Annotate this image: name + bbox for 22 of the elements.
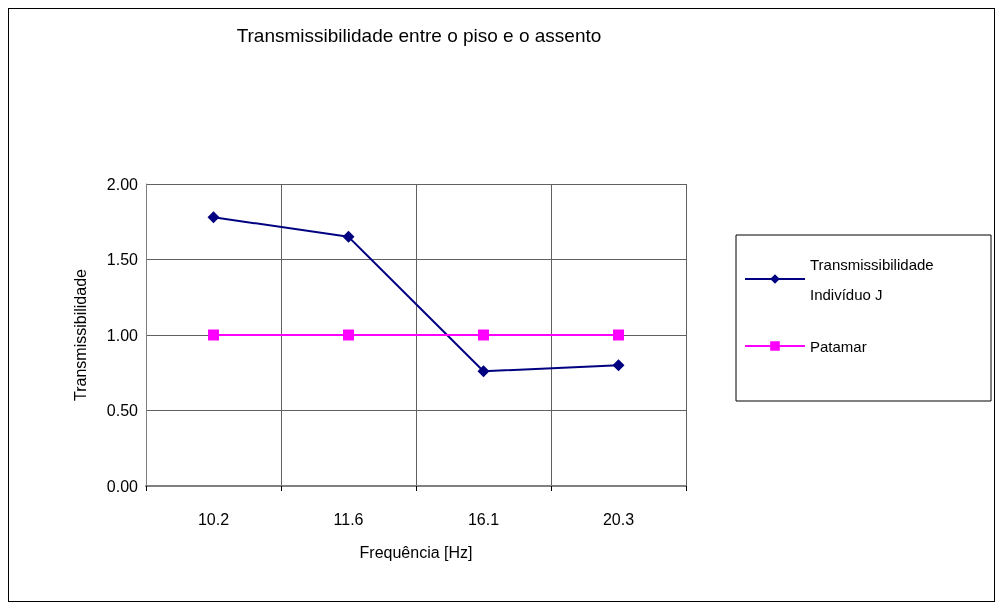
point xyxy=(477,365,490,378)
chart-title: Transmissibilidade entre o piso e o assento xyxy=(236,25,602,46)
point xyxy=(613,329,624,341)
x-axis-title: Frequência [Hz] xyxy=(359,543,473,561)
y-tick-label: 1.50 xyxy=(106,251,139,268)
point xyxy=(343,329,354,341)
legend-label: Patamar xyxy=(810,337,867,355)
x-tick-label: 20.3 xyxy=(602,510,635,528)
x-tick-label: 16.1 xyxy=(467,510,500,528)
point xyxy=(478,329,489,341)
point xyxy=(612,359,625,372)
y-tick-label: 0.50 xyxy=(106,402,139,419)
y-tick-label: 1.00 xyxy=(106,326,139,344)
point xyxy=(207,211,220,224)
y-tick-label: 2.00 xyxy=(106,175,139,193)
legend-label: Transmissibilidade Indivíduo J xyxy=(810,255,938,303)
point xyxy=(342,230,355,243)
y-axis-title: Transmissibilidade xyxy=(71,268,89,401)
x-tick-label: 11.6 xyxy=(333,510,364,528)
x-tick-label: 10.2 xyxy=(197,510,230,528)
y-tick-label: 0.00 xyxy=(106,477,139,495)
point xyxy=(208,329,219,341)
